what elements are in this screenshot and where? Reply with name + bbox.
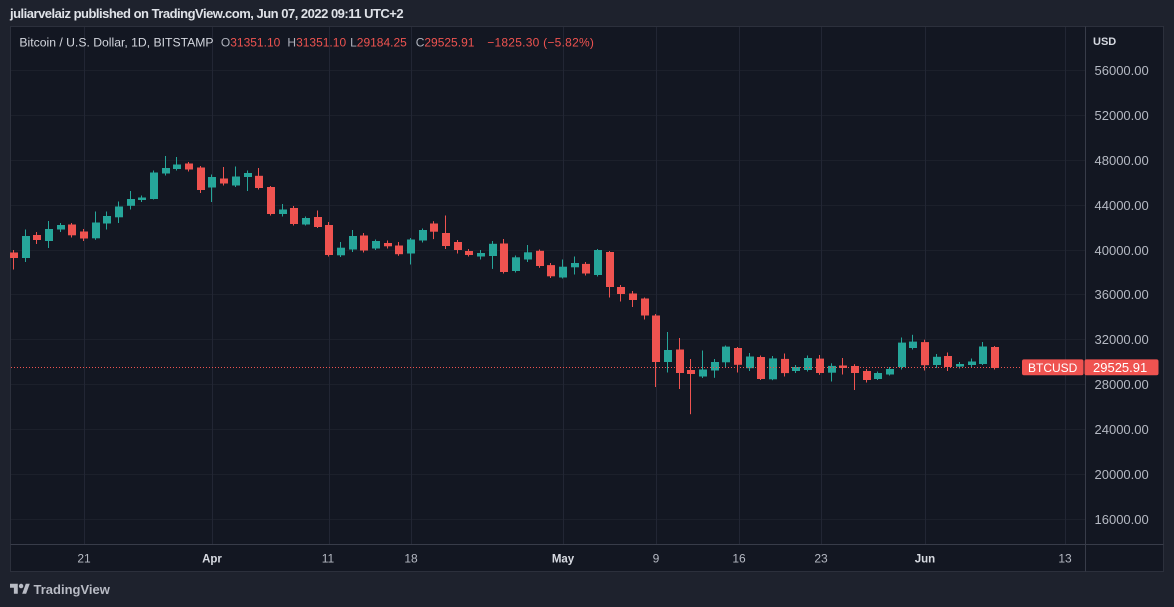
svg-text:16: 16 bbox=[732, 551, 746, 565]
svg-text:16000.00: 16000.00 bbox=[1095, 512, 1149, 527]
svg-text:48000.00: 48000.00 bbox=[1095, 153, 1149, 168]
svg-text:BTCUSD: BTCUSD bbox=[1028, 361, 1078, 375]
svg-text:18: 18 bbox=[404, 551, 418, 565]
svg-text:28000.00: 28000.00 bbox=[1095, 377, 1149, 392]
svg-text:juliarvelaiz published on Trad: juliarvelaiz published on TradingView.co… bbox=[9, 6, 403, 21]
svg-text:20000.00: 20000.00 bbox=[1095, 467, 1149, 482]
svg-text:Bitcoin / U.S. Dollar, 1D, BIT: Bitcoin / U.S. Dollar, 1D, BITSTAMP bbox=[19, 36, 213, 50]
svg-text:52000.00: 52000.00 bbox=[1095, 108, 1149, 123]
svg-text:C29525.91: C29525.91 bbox=[416, 36, 475, 50]
svg-text:Jun: Jun bbox=[915, 553, 935, 565]
svg-text:Apr: Apr bbox=[202, 553, 222, 565]
svg-text:21: 21 bbox=[77, 551, 91, 565]
svg-text:May: May bbox=[552, 553, 575, 565]
svg-text:TradingView: TradingView bbox=[34, 582, 111, 597]
svg-text:L29184.25: L29184.25 bbox=[350, 36, 407, 50]
svg-text:11: 11 bbox=[322, 551, 335, 565]
svg-text:40000.00: 40000.00 bbox=[1095, 243, 1149, 258]
svg-text:44000.00: 44000.00 bbox=[1095, 198, 1149, 213]
svg-text:23: 23 bbox=[814, 551, 828, 565]
svg-text:24000.00: 24000.00 bbox=[1095, 422, 1149, 437]
svg-text:13: 13 bbox=[1058, 551, 1072, 565]
svg-text:29525.91: 29525.91 bbox=[1093, 360, 1147, 375]
svg-text:32000.00: 32000.00 bbox=[1095, 332, 1149, 347]
svg-text:36000.00: 36000.00 bbox=[1095, 287, 1149, 302]
svg-text:USD: USD bbox=[1093, 36, 1116, 48]
svg-text:56000.00: 56000.00 bbox=[1095, 63, 1149, 78]
svg-text:H31351.10: H31351.10 bbox=[287, 36, 346, 50]
svg-text:O31351.10: O31351.10 bbox=[221, 36, 281, 50]
svg-text:9: 9 bbox=[653, 551, 660, 565]
svg-text:−1825.30 (−5.82%): −1825.30 (−5.82%) bbox=[487, 36, 594, 50]
